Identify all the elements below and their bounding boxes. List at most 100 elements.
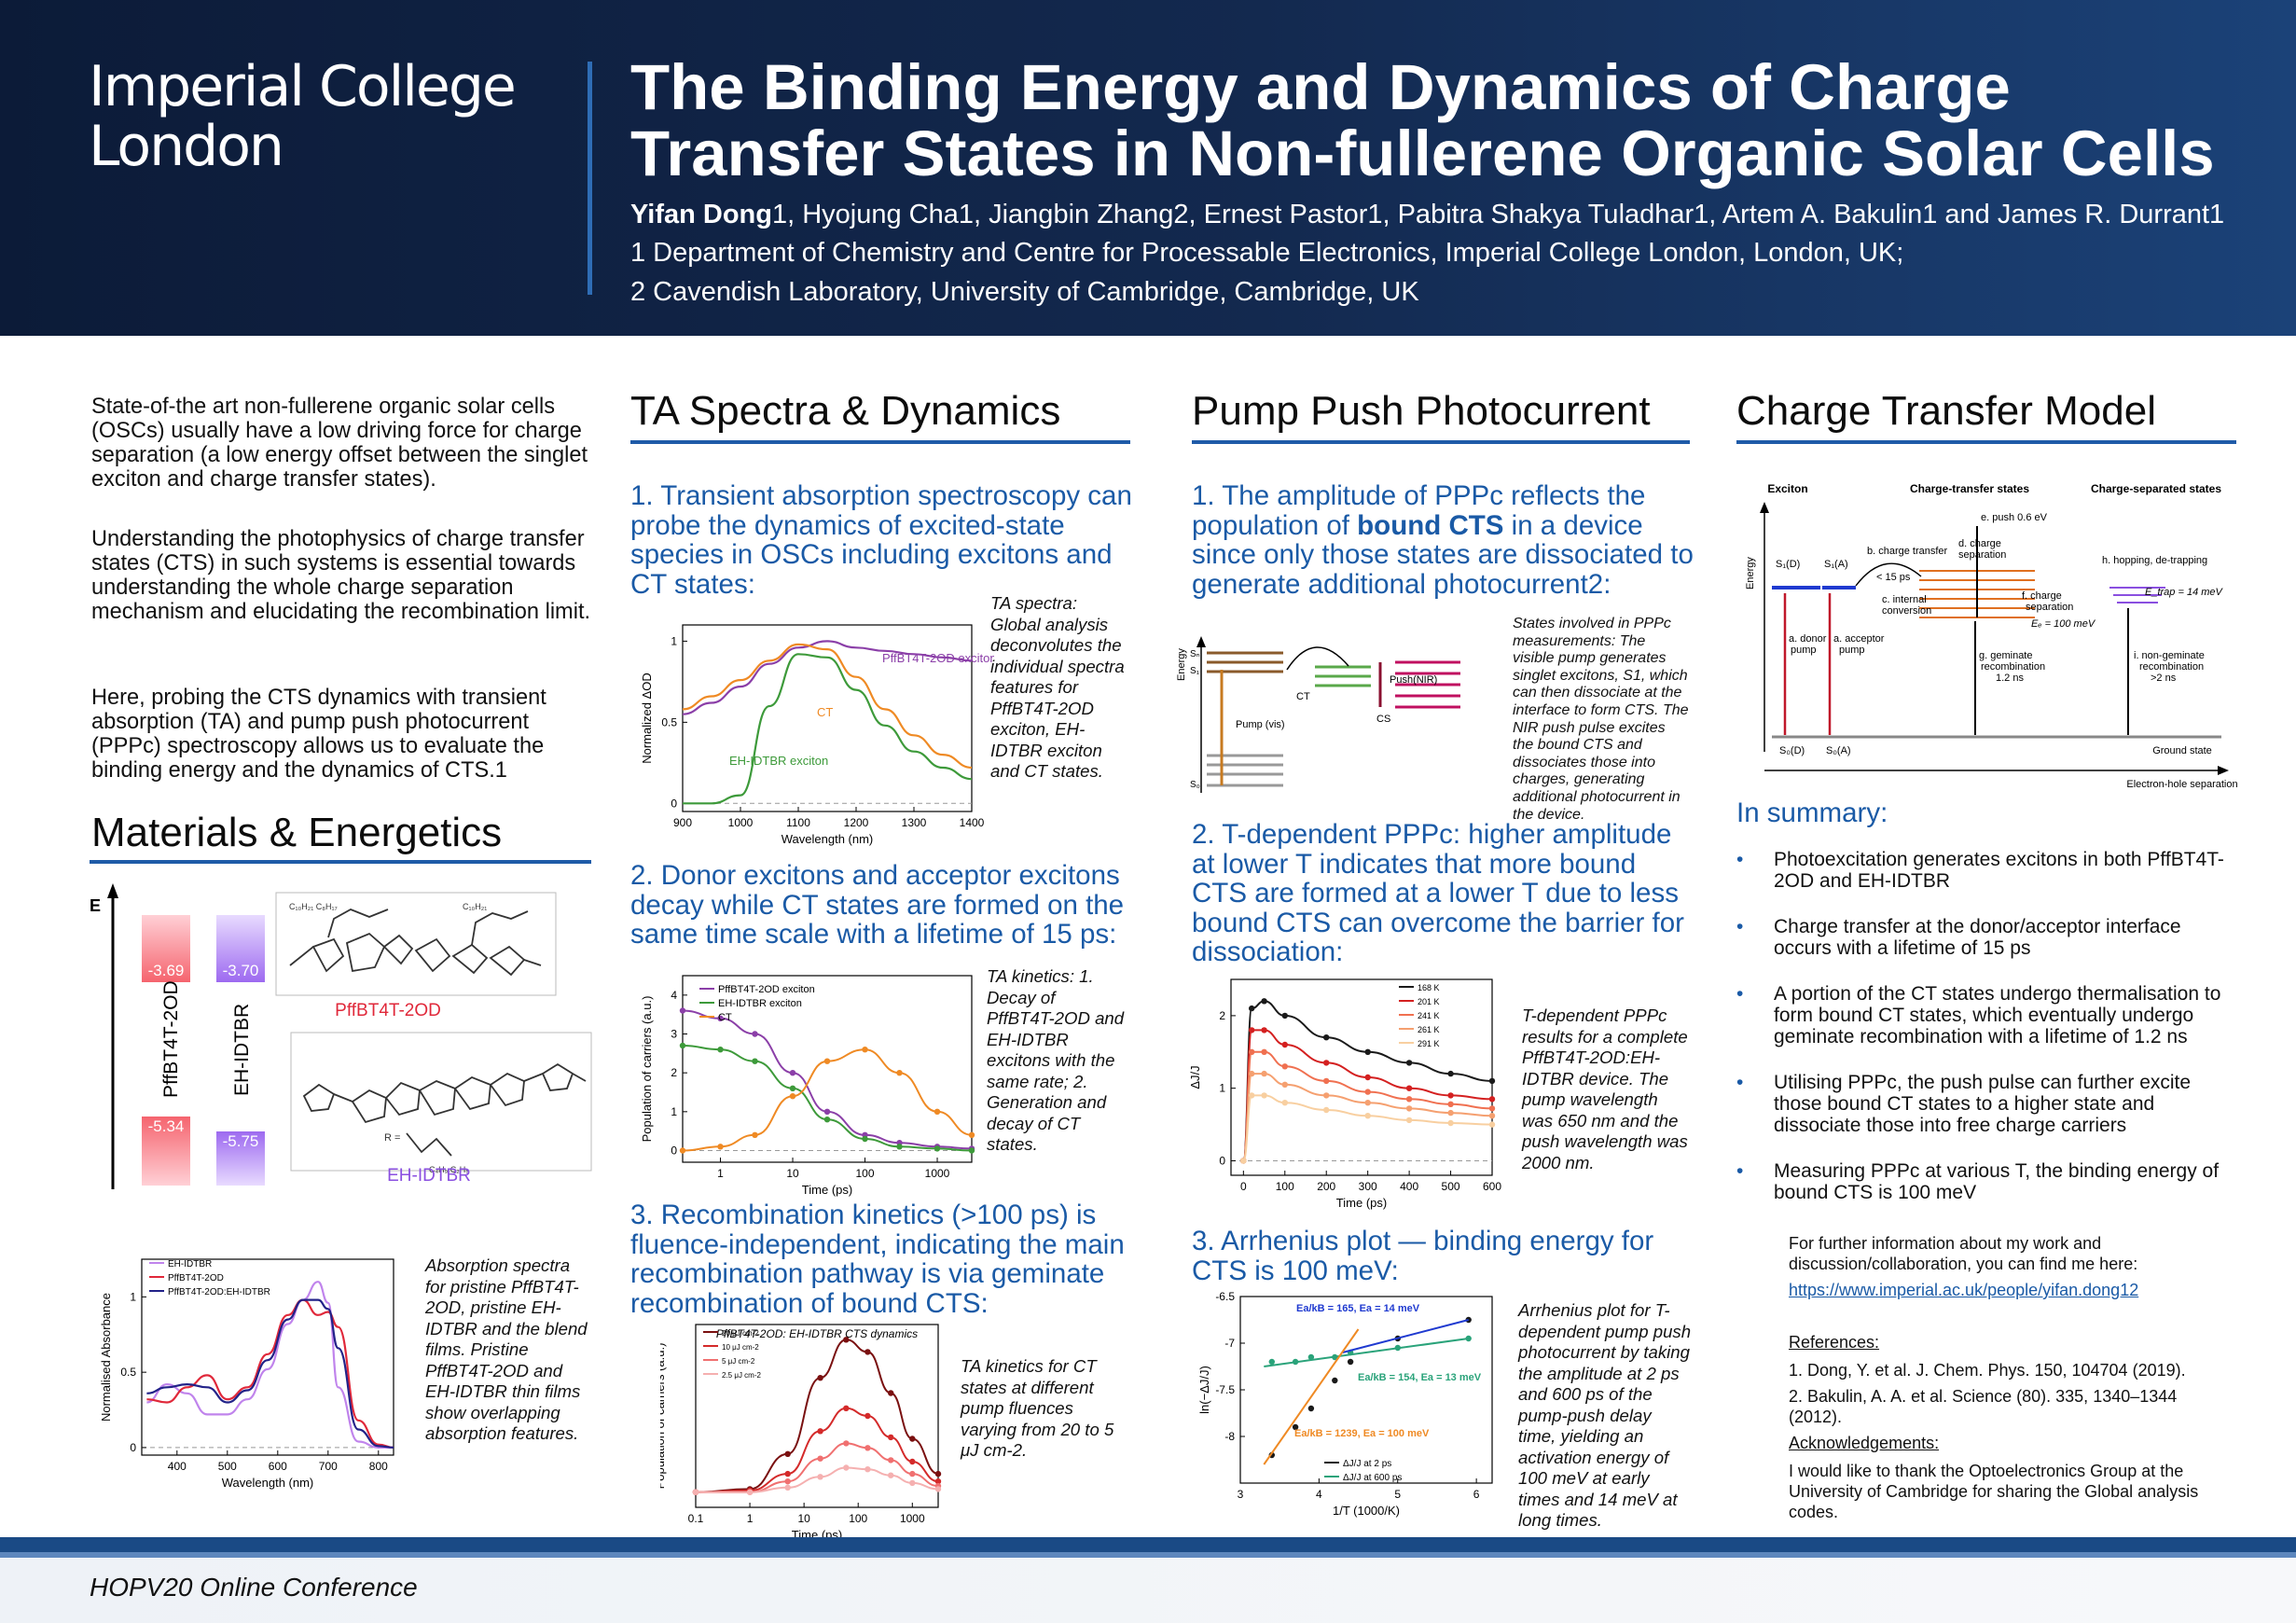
internal-conversion-label: c. internal xyxy=(1882,594,1927,605)
acknowledgements-text: I would like to thank the Optoelectronic… xyxy=(1789,1462,2199,1521)
fit-line xyxy=(1342,1319,1469,1353)
summary-list: Photoexcitation generates excitons in bo… xyxy=(1736,849,2240,1228)
acknowledgements-heading: Acknowledgements: xyxy=(1789,1434,1940,1452)
y-tick-label: 0 xyxy=(130,1441,136,1454)
ct-levels xyxy=(1315,665,1371,687)
donor-homo-bar xyxy=(142,1117,190,1186)
data-point xyxy=(1307,1353,1315,1361)
absorption-chart: 400 500 600 700 800 0 0.5 1 Wavelength (nm) Norma… xyxy=(99,1258,394,1490)
plot-frame xyxy=(1239,1296,1493,1484)
pppc-point-1: 1. The amplitude of PPPc reflects the po… xyxy=(1192,481,1695,599)
y-axis-label: Population of carriers (a.u.) xyxy=(660,1343,667,1490)
footer-bar-accent xyxy=(0,1552,2296,1558)
model-axis-arrow xyxy=(1760,502,1769,513)
non-geminate-label: i. non-geminate xyxy=(2134,650,2205,661)
plot-frame xyxy=(695,1324,939,1508)
donor-lumo-bar xyxy=(142,915,190,982)
x-tick-label: 1200 xyxy=(844,816,869,829)
series-line xyxy=(682,640,973,715)
y-tick-label: -7 xyxy=(1224,1337,1235,1350)
y-tick-label: 3 xyxy=(671,1028,677,1041)
materials-heading: Materials & Energetics xyxy=(91,810,503,855)
pppc-point-1-bold: bound CTS xyxy=(1357,509,1504,541)
ta-fluence-caption: TA kinetics for CT states at different p… xyxy=(961,1356,1114,1460)
pppc-states-diagram: Energy Pump (vis) Sₙ S₁ S₀ CT Push(NIR) … xyxy=(1176,636,1460,793)
profile-link[interactable]: https://www.imperial.ac.uk/people/yifan.… xyxy=(1789,1281,2139,1299)
y-tick-label: 0.5 xyxy=(120,1366,136,1379)
pffbt4t-2od-structure xyxy=(275,892,557,996)
ta-kinetics-chart: 1 10 100 1000 0 1 2 3 4 Time (ps) Population of ca… xyxy=(640,975,975,1197)
legend-entry: CT xyxy=(718,1012,732,1023)
fit-line xyxy=(682,1045,973,1152)
legend-entry: 10 μJ cm-2 xyxy=(722,1343,759,1352)
lead-author: Yifan Dong xyxy=(630,200,772,229)
fit-line xyxy=(682,1048,973,1152)
pppc-states-caption: States involved in PPPc measurements: Th… xyxy=(1513,616,1689,823)
model-energy-label: Energy xyxy=(1745,557,1756,590)
acceptor-lumo-bar xyxy=(216,915,265,982)
charge-transfer-arc xyxy=(1855,562,1922,587)
x-tick-label: 800 xyxy=(369,1460,388,1473)
acceptor-name-vertical: EH-IDTBR xyxy=(231,1004,253,1096)
transfer-arc xyxy=(1286,646,1349,671)
x-tick-label: 1400 xyxy=(960,816,985,829)
intro-paragraph-3: Here, probing the CTS dynamics with tran… xyxy=(91,686,546,783)
etrap-label: E_trap = 14 meV xyxy=(2145,587,2224,598)
pffbt-side-chain-2: C₁₀H₂₁ xyxy=(463,902,487,911)
x-tick-label: 1 xyxy=(717,1167,724,1180)
legend-entry: 201 K xyxy=(1418,997,1440,1006)
ta-spectra-caption: TA spectra: Global analysis deconvolutes… xyxy=(990,593,1125,781)
legend-entry: ΔJ/J at 2 ps xyxy=(1343,1459,1391,1469)
co-authors: 1, Hyojung Cha1, Jiangbin Zhang2, Ernest… xyxy=(771,200,2225,229)
cs-label: CS xyxy=(1376,714,1390,725)
acceptor-homo-bar xyxy=(216,1131,265,1186)
legend-entry: 2.5 μJ cm-2 xyxy=(722,1371,762,1380)
energy-axis-arrow xyxy=(107,883,118,898)
ta-point-2: 2. Donor excitons and acceptor excitons … xyxy=(630,860,1125,950)
s0-label: S₀ xyxy=(1190,780,1200,790)
data-point xyxy=(1307,1405,1315,1412)
s1-label: S₁ xyxy=(1190,666,1200,676)
y-axis-label: Normalized ΔOD xyxy=(640,673,654,764)
states-axis-arrow xyxy=(1196,636,1206,647)
legend-entry: 20 μJ cm-2 xyxy=(722,1329,759,1338)
references-heading: References: xyxy=(1789,1333,1880,1352)
ta-fluence-chart: 0.1 1 10 100 1000 Time (ps) Population of carr… xyxy=(660,1324,942,1539)
logo-london: London xyxy=(89,114,284,179)
x-tick-label: 1300 xyxy=(902,816,927,829)
y-tick-label: 1 xyxy=(671,1105,677,1118)
x-tick-label: 600 xyxy=(269,1460,287,1473)
s1a-label: S₁(A) xyxy=(1824,559,1848,570)
legend-entry: PffBT4T-2OD exciton xyxy=(718,984,815,995)
y-tick-label: 0.5 xyxy=(661,715,677,728)
donor-homo-value: -5.34 xyxy=(148,1117,185,1135)
ctm-rule xyxy=(1736,440,2236,444)
x-tick-label: 1 xyxy=(747,1512,754,1525)
legend-entry: 261 K xyxy=(1418,1025,1440,1034)
legend-entry: 241 K xyxy=(1418,1011,1440,1020)
y-axis-label: Population of carriers (a.u.) xyxy=(640,996,654,1143)
data-point xyxy=(1347,1358,1354,1366)
hopping-label: h. hopping, de-trapping xyxy=(2102,555,2207,566)
pffbt-side-chain-1: C₁₀H₂₁ C₈H₁₇ xyxy=(289,902,338,911)
charge-separation-label-2: separation xyxy=(1958,549,2006,561)
pppc-temperature-chart: 0 100 200 300 400 500 600 0 1 2 Time (ps) ΔJ/J 168 K… xyxy=(1188,978,1501,1210)
legend-entry: 168 K xyxy=(1418,983,1440,992)
series-line xyxy=(682,653,973,805)
ta-spectra-chart: 900 1000 1100 1200 1300 1400 0 0.5 1 Wavelength (… xyxy=(640,624,994,846)
ct-label: CT xyxy=(1296,691,1310,702)
pppc-rule xyxy=(1192,440,1690,444)
x-axis-label: Wavelength (nm) xyxy=(222,1476,314,1490)
poster-title: The Binding Energy and Dynamics of Charg… xyxy=(630,51,2215,189)
series-label: EH-IDTBR exciton xyxy=(729,754,828,768)
x-axis-label: Wavelength (nm) xyxy=(781,832,874,846)
affiliation-2: 2 Cavendish Laboratory, University of Ca… xyxy=(630,277,1419,307)
charge-transfer-model-diagram: Exciton Charge-transfer states Charge-se… xyxy=(1745,482,2238,790)
x-tick-label: 3 xyxy=(1238,1488,1244,1501)
x-tick-label: 0 xyxy=(1240,1180,1247,1193)
donor-levels xyxy=(1207,651,1283,673)
logo-imperial: Imperial College xyxy=(89,54,517,119)
series-line xyxy=(146,1281,394,1449)
eb-label: Eₑ = 100 meV xyxy=(2031,618,2096,630)
pppc-point-1-a: 1. The amplitude of PPPc reflects the po… xyxy=(1192,480,1646,541)
